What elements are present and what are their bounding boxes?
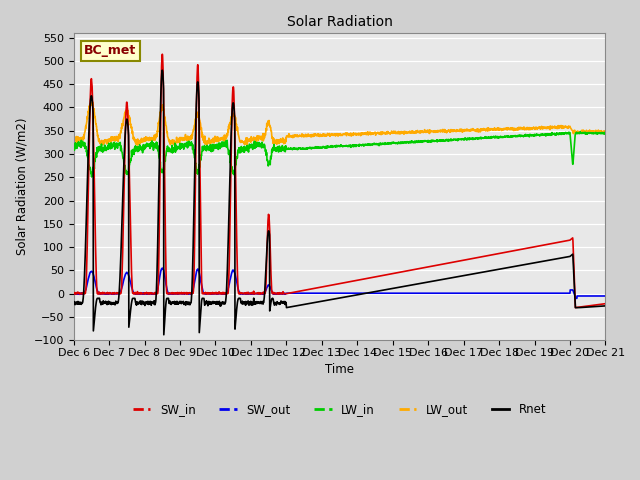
LW_in <box>555 132 563 137</box>
LW_in <box>570 155 577 161</box>
Title: Solar Radiation: Solar Radiation <box>287 15 392 29</box>
LW_in <box>70 146 77 152</box>
LW_out <box>355 131 363 137</box>
LW_in <box>367 142 374 147</box>
SW_in <box>494 251 502 257</box>
SW_out <box>159 265 166 271</box>
SW_out <box>494 290 502 296</box>
SW_out <box>218 291 226 297</box>
Text: BC_met: BC_met <box>84 45 136 58</box>
LW_in <box>88 174 95 180</box>
X-axis label: Time: Time <box>325 363 354 376</box>
Rnet <box>70 302 77 308</box>
SW_out <box>555 290 563 296</box>
Rnet <box>570 269 577 275</box>
LW_out <box>555 123 563 129</box>
SW_in <box>367 275 374 281</box>
Rnet <box>160 332 168 337</box>
LW_out <box>70 139 77 144</box>
LW_out <box>204 143 211 148</box>
Rnet <box>355 292 363 298</box>
LW_out <box>219 134 227 140</box>
SW_out <box>367 290 374 296</box>
Line: Rnet: Rnet <box>74 70 605 335</box>
SW_in <box>572 305 579 311</box>
SW_out <box>355 290 363 296</box>
SW_out <box>70 291 77 297</box>
LW_in <box>602 131 609 136</box>
SW_out <box>572 295 580 301</box>
Rnet <box>159 67 166 73</box>
Legend: SW_in, SW_out, LW_in, LW_out, Rnet: SW_in, SW_out, LW_in, LW_out, Rnet <box>128 398 551 421</box>
Line: LW_out: LW_out <box>74 102 605 145</box>
Rnet <box>602 303 609 309</box>
Rnet <box>495 266 502 272</box>
SW_in <box>218 291 226 297</box>
SW_out <box>602 293 609 299</box>
SW_in <box>70 291 77 297</box>
SW_out <box>570 288 577 294</box>
SW_in <box>570 252 577 257</box>
LW_out <box>495 126 502 132</box>
Line: LW_in: LW_in <box>74 132 605 177</box>
SW_in <box>602 301 609 307</box>
SW_in <box>555 240 563 245</box>
LW_out <box>367 131 374 137</box>
SW_in <box>159 51 166 57</box>
LW_out <box>602 130 609 135</box>
SW_in <box>355 277 363 283</box>
LW_in <box>577 129 584 134</box>
Rnet <box>219 301 227 307</box>
Line: SW_in: SW_in <box>74 54 605 308</box>
Line: SW_out: SW_out <box>74 268 605 298</box>
LW_out <box>89 99 97 105</box>
Y-axis label: Solar Radiation (W/m2): Solar Radiation (W/m2) <box>15 118 28 255</box>
LW_out <box>570 128 577 133</box>
LW_in <box>494 135 502 141</box>
LW_in <box>218 139 226 145</box>
Rnet <box>555 255 563 261</box>
LW_in <box>355 142 363 147</box>
Rnet <box>367 289 374 295</box>
